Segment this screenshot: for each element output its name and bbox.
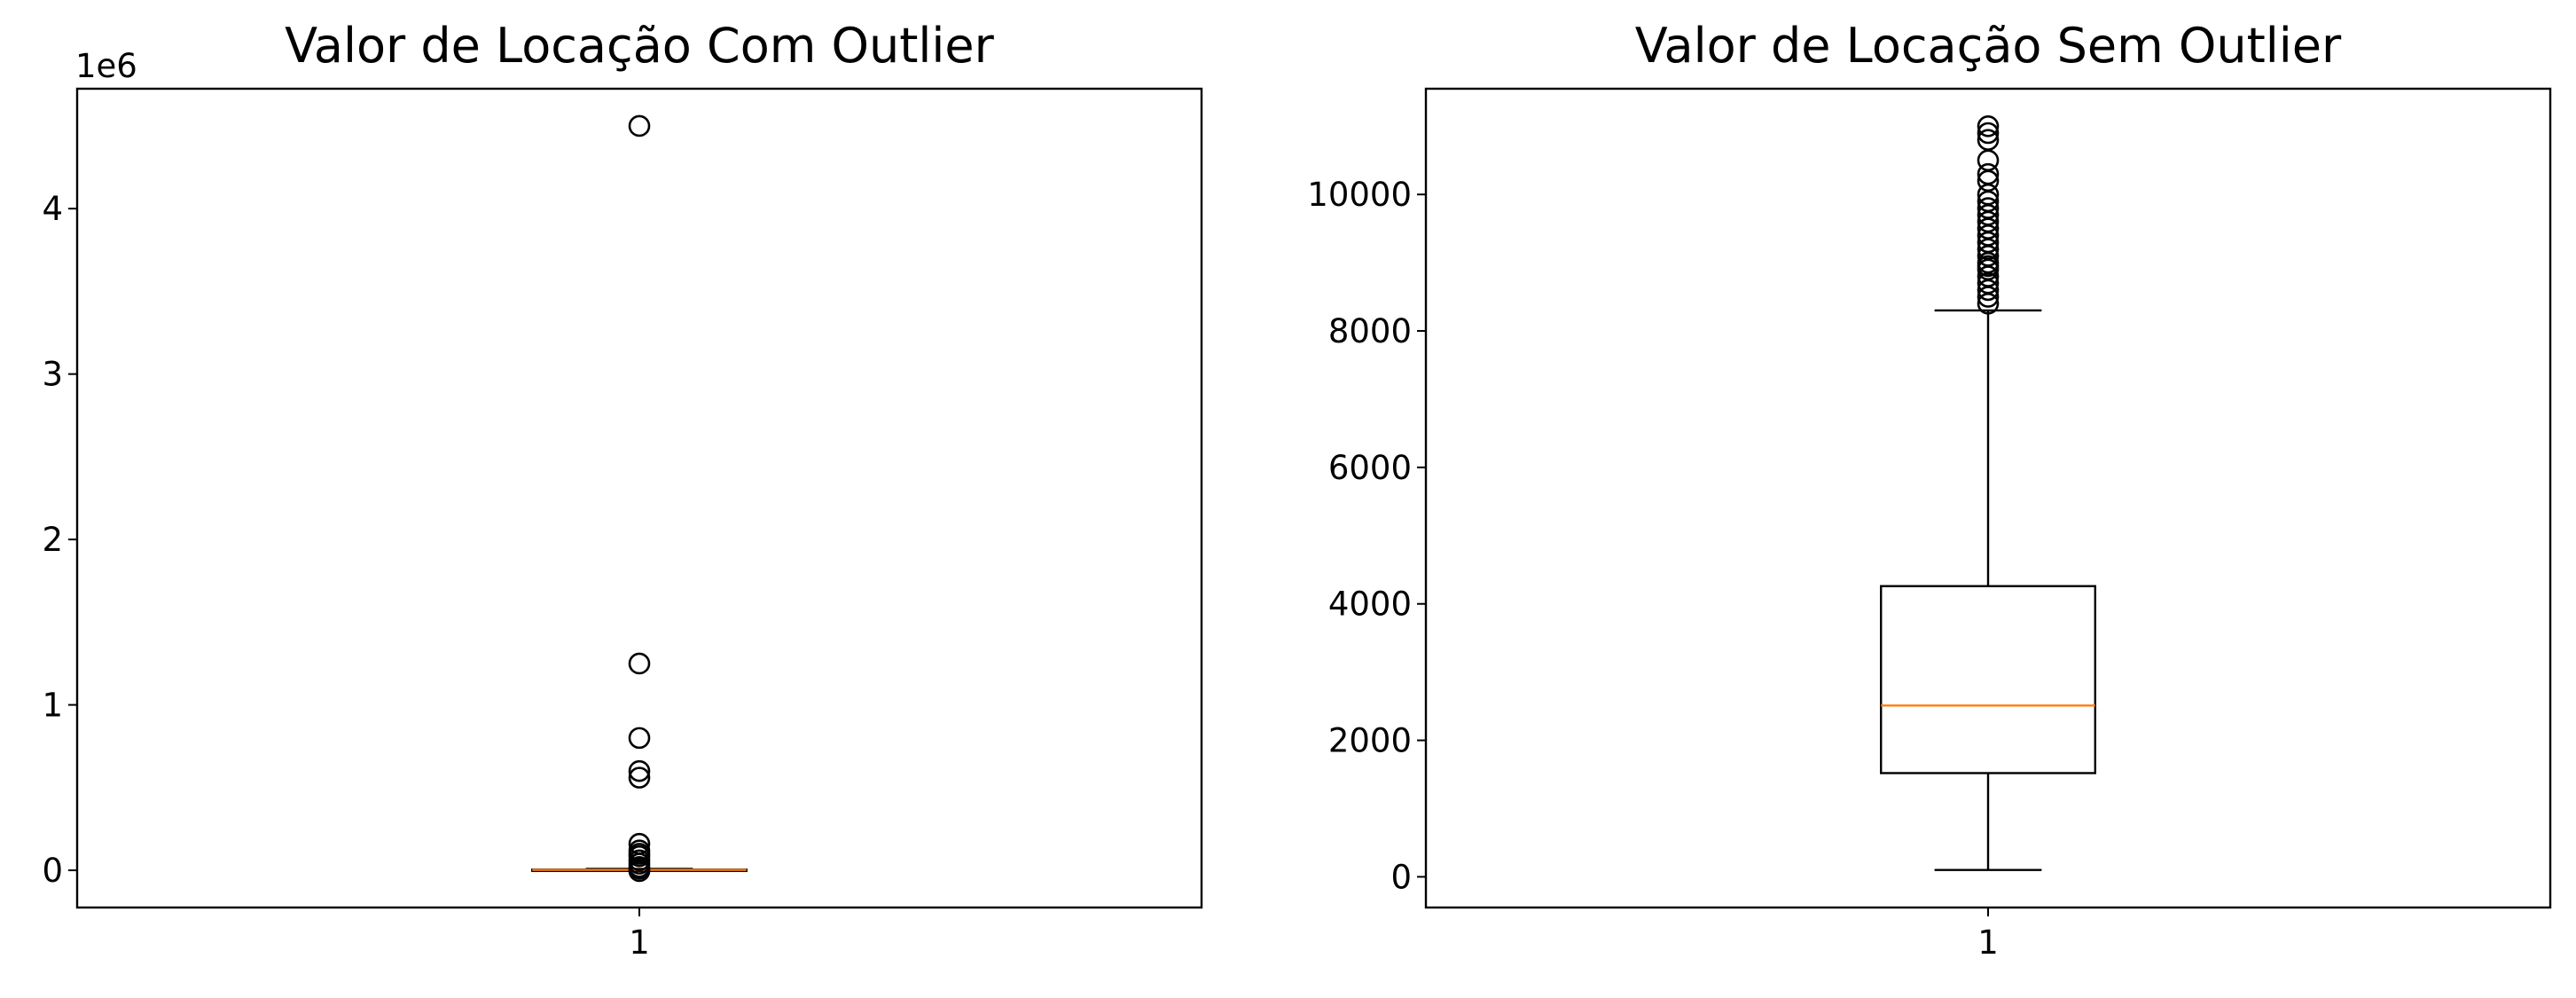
y-tick-label: 1 [42,687,63,725]
plot-area-frame [75,87,1203,909]
outlier-point [628,766,651,789]
outlier-point [1977,292,2000,315]
outlier-point [628,652,651,675]
chart-panel-with-outlier: Valor de Locação Com Outlier 1e6 0 1 2 3 4 1 [42,18,1203,962]
iqr-box [1880,585,2096,774]
chart-title: Valor de Locação Com Outlier [285,18,994,74]
outlier-point [628,860,651,883]
outlier-point [1977,115,2000,138]
y-axis-offset-label: 1e6 [75,47,137,85]
y-tick-label: 0 [1390,858,1412,896]
outlier-point [628,114,651,138]
chart-title: Valor de Locação Sem Outlier [1635,18,2342,74]
outlier-point [1977,122,2000,145]
y-tick-label: 4 [42,190,63,228]
x-axis: 1 [1977,908,1999,962]
y-tick-label: 2 [42,521,63,559]
y-tick-label: 4000 [1328,585,1412,624]
y-axis: 0 1 2 3 4 [42,190,77,890]
y-axis: 0 2000 4000 6000 8000 10000 [1307,176,1426,896]
y-tick-label: 6000 [1328,449,1412,487]
outlier-point [628,759,651,782]
outlier-point [628,727,651,750]
x-tick-label: 1 [1977,923,1999,962]
x-axis: 1 [629,908,650,962]
y-tick-label: 3 [42,356,63,394]
y-tick-label: 8000 [1328,312,1412,350]
chart-panel-without-outlier: Valor de Locação Sem Outlier 0 2000 4000 60… [1307,18,2552,962]
outlier-point [1977,279,2000,302]
y-tick-label: 10000 [1307,176,1412,214]
y-tick-label: 0 [42,852,63,890]
x-tick-label: 1 [629,923,650,962]
boxplot [531,114,748,883]
boxplot [1880,115,2096,871]
outlier-point [1977,286,2000,308]
y-tick-label: 2000 [1328,722,1412,760]
